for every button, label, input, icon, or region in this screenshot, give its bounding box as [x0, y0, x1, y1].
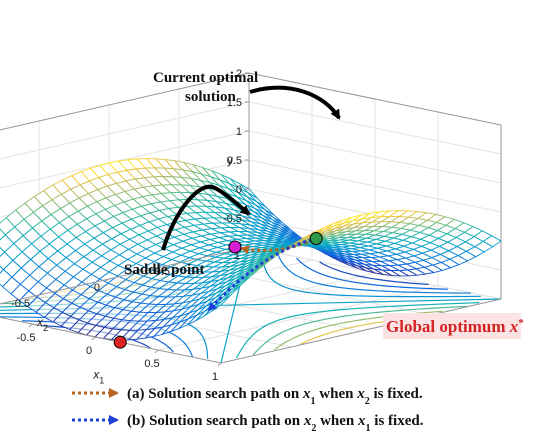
legend-b-text: (b) Solution search path on x2 when x1 i… [127, 413, 424, 434]
current-optimal-label-line2: solution [185, 89, 237, 105]
x1-tick-label: 0 [86, 345, 92, 357]
x2-tick-label: -0.5 [11, 298, 30, 310]
saddle-point-label: Saddle point [124, 262, 204, 278]
y-tick-label: 1 [236, 126, 242, 138]
current-optimal-arrow [249, 85, 341, 120]
search-path-b [207, 238, 313, 312]
x1-axis-label: x1 [92, 367, 104, 385]
search-path-a [239, 238, 314, 255]
x2-axis-label: x2 [36, 315, 48, 333]
y-axis-label: y [227, 153, 233, 167]
saddle-point-marker [228, 240, 242, 254]
y-tick-label: 0 [236, 184, 242, 196]
global-optimum-point [113, 335, 127, 349]
global-optimum-label: Global optimum x* [383, 313, 524, 339]
legend: (a) Solution search path on x1 when x2 i… [72, 386, 424, 434]
saddle-point-arrow [161, 184, 251, 251]
current-optimal-label-line1: Current optimal [153, 70, 258, 86]
x2-tick-label: 0 [94, 282, 100, 294]
x1-tick-label: 0.5 [144, 358, 159, 370]
y-tick-label: 1.5 [227, 97, 242, 109]
x2-tick-label: 1 [234, 250, 240, 262]
y-tick-label: 0.5 [227, 155, 242, 167]
x1-tick-label: -0.5 [17, 332, 36, 344]
y-tick-label: 2 [236, 68, 242, 80]
search-paths [207, 238, 314, 312]
y-tick-label: -0.5 [223, 213, 242, 225]
svg-text:Global optimum x*: Global optimum x* [386, 317, 524, 336]
x2-tick-label: 0.5 [155, 266, 170, 278]
current-optimal-point [309, 232, 323, 246]
legend-a-text: (a) Solution search path on x1 when x2 i… [127, 386, 423, 407]
x1-tick-label: 1 [212, 371, 218, 383]
axis-ticks: -1-0.500.51-1-0.500.51-1-0.500.511.52 [11, 68, 250, 383]
